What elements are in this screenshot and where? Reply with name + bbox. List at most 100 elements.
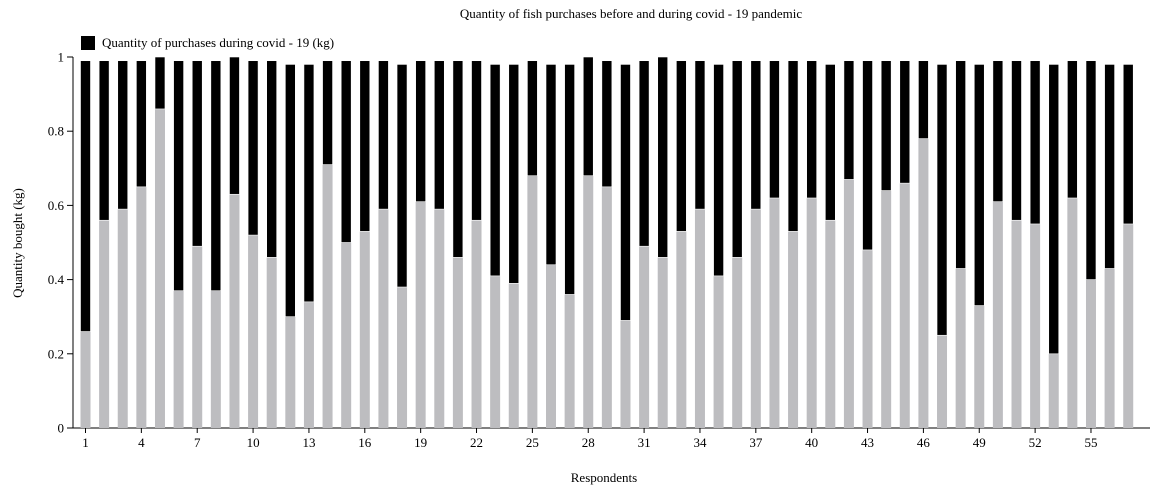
bar-during-52 (1029, 60, 1041, 225)
y-tick-label: 0.4 (48, 272, 65, 287)
bar-during-12 (285, 64, 296, 317)
bar-before-3 (117, 209, 128, 428)
x-tick-label: 31 (638, 435, 651, 450)
x-tick-label: 22 (470, 435, 483, 450)
bar-during-26 (545, 64, 557, 266)
bar-before-47 (937, 335, 948, 428)
bar-during-5 (154, 56, 166, 110)
bar-during-50 (992, 60, 1004, 202)
x-tick-label: 19 (414, 435, 427, 450)
x-tick-label: 34 (693, 435, 707, 450)
bar-during-51 (1011, 60, 1022, 221)
x-axis-ticks: 1 4 7 10 13 16 19 22 25 28 31 34 37 40 43 46 49 52 55 (82, 428, 1097, 450)
bar-during-21 (452, 60, 464, 258)
bar-before-11 (266, 257, 277, 428)
bar-during-39 (787, 60, 799, 232)
bar-before-9 (229, 194, 240, 428)
bar-during-16 (359, 60, 371, 232)
x-tick-label: 40 (805, 435, 818, 450)
legend: Quantity of purchases during covid - 19 … (81, 35, 334, 50)
bar-during-34 (694, 60, 706, 210)
bar-before-28 (583, 175, 594, 428)
x-tick-label: 43 (861, 435, 874, 450)
bar-during-55 (1085, 60, 1097, 280)
bar-during-1 (80, 60, 91, 332)
bar-before-43 (862, 249, 873, 428)
bar-during-40 (806, 60, 817, 199)
bar-during-56 (1104, 64, 1115, 269)
bar-during-2 (98, 60, 110, 221)
bar-before-42 (843, 179, 854, 428)
bar-before-4 (136, 186, 147, 428)
bar-before-23 (490, 275, 501, 428)
bar-before-17 (378, 209, 389, 428)
bar-before-54 (1067, 197, 1078, 428)
legend-swatch (81, 36, 95, 50)
bar-before-26 (546, 264, 556, 428)
bar-before-53 (1048, 353, 1059, 428)
bar-during-44 (880, 60, 892, 191)
bar-before-8 (210, 290, 221, 428)
bar-before-34 (694, 209, 705, 428)
bar-before-39 (788, 231, 799, 428)
bar-before-7 (192, 246, 203, 428)
bar-during-45 (899, 60, 911, 184)
bar-during-17 (378, 60, 389, 210)
bar-before-35 (713, 275, 724, 428)
bar-before-44 (881, 190, 892, 428)
x-tick-label: 7 (194, 435, 201, 450)
bar-before-13 (303, 301, 314, 428)
bar-during-30 (620, 64, 631, 321)
bar-before-50 (992, 201, 1003, 428)
bar-during-57 (1122, 64, 1134, 225)
bar-during-22 (471, 60, 482, 221)
bar-during-53 (1048, 64, 1060, 355)
bar-during-11 (266, 60, 278, 258)
bar-during-36 (731, 60, 743, 258)
bar-during-15 (340, 60, 352, 243)
bars (80, 56, 1134, 428)
chart-title: Quantity of fish purchases before and du… (460, 6, 802, 21)
bar-before-27 (564, 294, 575, 428)
bar-before-30 (620, 320, 631, 428)
bar-during-23 (489, 64, 501, 277)
bar-during-6 (173, 60, 184, 292)
bar-during-13 (303, 64, 315, 303)
bar-before-38 (769, 197, 780, 428)
bar-before-20 (434, 209, 445, 428)
bar-during-10 (247, 60, 259, 236)
bar-before-24 (508, 283, 519, 428)
bar-before-1 (80, 331, 91, 428)
x-tick-label: 28 (582, 435, 595, 450)
bar-before-51 (1011, 220, 1022, 428)
bar-before-32 (657, 257, 668, 428)
bar-during-27 (564, 64, 575, 295)
bar-during-28 (582, 56, 594, 177)
bar-before-10 (248, 235, 259, 428)
x-tick-label: 25 (526, 435, 539, 450)
bar-during-32 (657, 56, 669, 258)
bar-during-33 (676, 60, 687, 232)
bar-during-31 (638, 60, 650, 247)
bar-during-47 (936, 64, 948, 336)
bar-before-52 (1030, 223, 1041, 428)
bar-before-37 (750, 209, 761, 428)
x-tick-label: 4 (138, 435, 145, 450)
bar-during-20 (433, 60, 445, 210)
bar-before-15 (341, 242, 352, 428)
bar-during-24 (508, 64, 520, 284)
y-tick-label: 0.8 (48, 124, 64, 139)
bar-during-7 (191, 60, 203, 247)
bar-before-22 (471, 220, 482, 428)
bar-during-4 (136, 60, 147, 188)
bar-during-9 (229, 56, 240, 195)
bar-during-41 (824, 64, 836, 221)
bar-before-5 (154, 108, 165, 428)
x-tick-label: 55 (1084, 435, 1097, 450)
bar-before-6 (173, 290, 184, 428)
bar-during-54 (1067, 60, 1078, 199)
bar-during-37 (750, 60, 762, 210)
y-tick-label: 1 (58, 50, 65, 65)
